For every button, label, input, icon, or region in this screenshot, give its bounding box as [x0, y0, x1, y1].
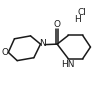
Text: H: H [74, 15, 80, 24]
Text: N: N [40, 39, 46, 48]
Text: HN: HN [61, 61, 74, 69]
Text: O: O [54, 20, 61, 29]
Text: O: O [1, 48, 9, 57]
Text: Cl: Cl [78, 8, 87, 17]
